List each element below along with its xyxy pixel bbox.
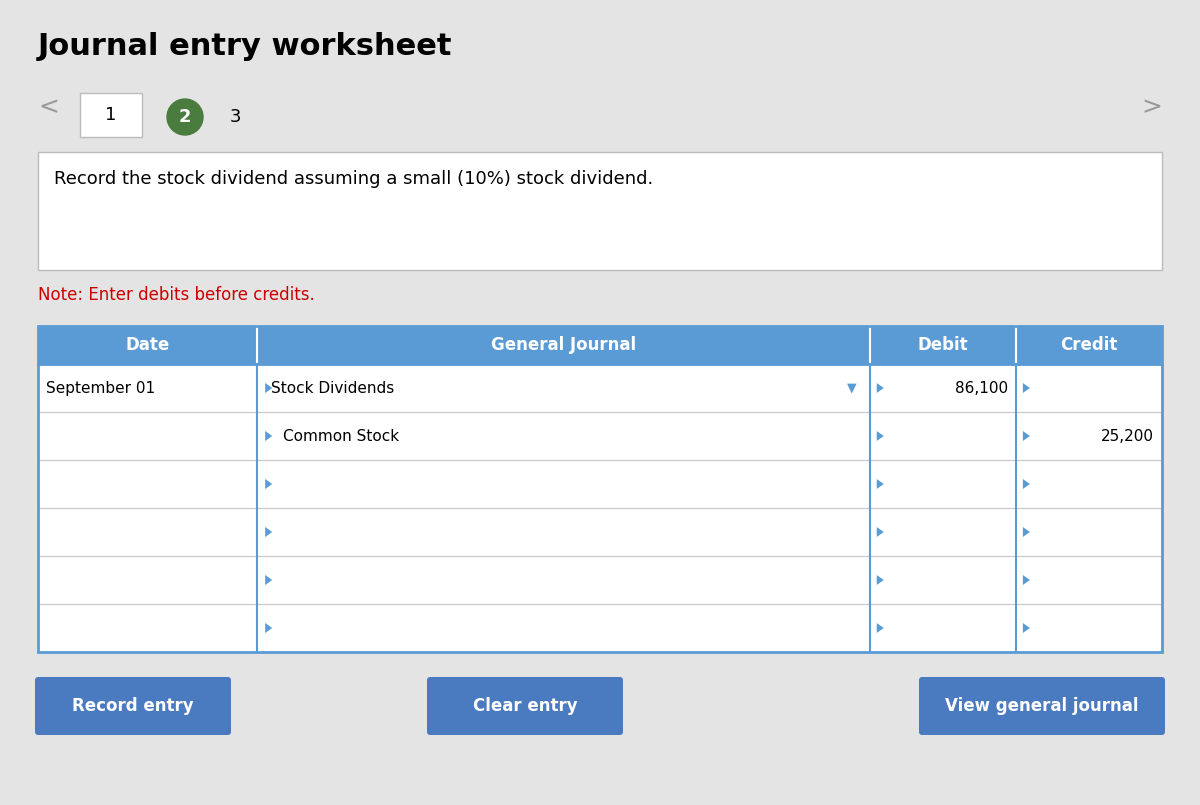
Text: Record entry: Record entry [72,697,194,715]
FancyBboxPatch shape [35,677,230,735]
Polygon shape [265,575,272,585]
Text: Date: Date [126,336,169,354]
FancyBboxPatch shape [38,326,1162,364]
Polygon shape [265,479,272,489]
FancyBboxPatch shape [38,412,1162,460]
Polygon shape [265,527,272,537]
FancyBboxPatch shape [919,677,1165,735]
FancyBboxPatch shape [80,93,142,137]
Polygon shape [1022,623,1030,633]
Polygon shape [265,623,272,633]
Text: Record the stock dividend assuming a small (10%) stock dividend.: Record the stock dividend assuming a sma… [54,170,653,188]
Text: September 01: September 01 [46,381,155,395]
Polygon shape [877,527,883,537]
FancyBboxPatch shape [38,604,1162,652]
FancyBboxPatch shape [38,152,1162,270]
Text: <: < [38,95,59,119]
Polygon shape [877,623,883,633]
Text: Credit: Credit [1061,336,1117,354]
Text: Stock Dividends: Stock Dividends [271,381,395,395]
Text: View general journal: View general journal [946,697,1139,715]
Polygon shape [1022,527,1030,537]
Text: 86,100: 86,100 [955,381,1008,395]
Circle shape [167,99,203,135]
Text: 1: 1 [106,106,116,124]
Text: 25,200: 25,200 [1102,428,1154,444]
Polygon shape [265,383,272,393]
Text: 3: 3 [229,108,241,126]
Polygon shape [1022,575,1030,585]
Polygon shape [1022,383,1030,393]
Polygon shape [877,383,883,393]
Polygon shape [877,479,883,489]
Text: Debit: Debit [918,336,968,354]
Text: Note: Enter debits before credits.: Note: Enter debits before credits. [38,286,314,304]
Text: Clear entry: Clear entry [473,697,577,715]
Text: Journal entry worksheet: Journal entry worksheet [38,32,452,61]
Polygon shape [1022,431,1030,441]
Polygon shape [877,431,883,441]
Text: >: > [1141,95,1162,119]
FancyBboxPatch shape [38,508,1162,556]
FancyBboxPatch shape [38,556,1162,604]
FancyBboxPatch shape [38,460,1162,508]
Polygon shape [877,575,883,585]
FancyBboxPatch shape [427,677,623,735]
Text: General Journal: General Journal [491,336,636,354]
Text: Common Stock: Common Stock [283,428,400,444]
Text: ▼: ▼ [847,382,857,394]
Polygon shape [265,431,272,441]
Polygon shape [1022,479,1030,489]
Text: 2: 2 [179,108,191,126]
FancyBboxPatch shape [38,364,1162,412]
